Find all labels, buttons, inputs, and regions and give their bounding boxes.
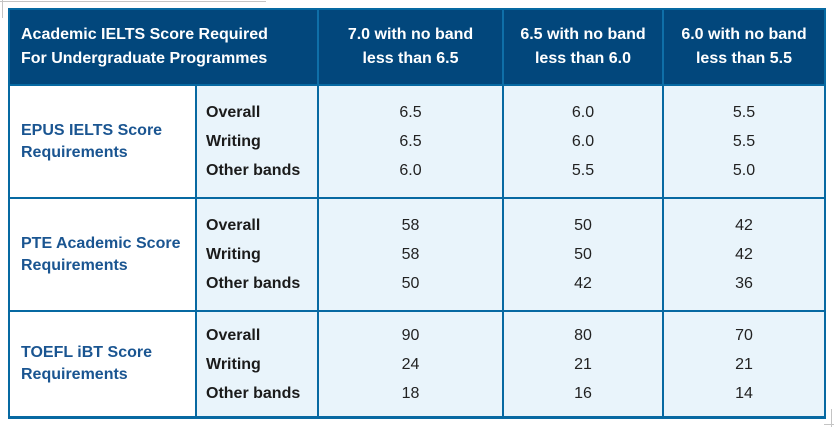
score-value: 42 [735,246,753,263]
metric-label-writing: Writing [206,355,261,373]
score-value: 24 [401,355,420,373]
row-label-toefl-ibt: TOEFL iBT Score Requirements [10,312,197,416]
metric-label-overall: Overall [206,217,261,234]
score-values-cell: 42 42 36 [664,199,824,312]
score-value: 90 [401,326,420,344]
column-header-7-0: 7.0 with no band less than 6.5 [319,10,504,86]
score-value: 58 [401,246,420,263]
metric-label-writing: Writing [206,133,261,150]
metric-label-other-bands: Other bands [206,275,301,292]
score-value: 6.5 [399,133,422,150]
score-value: 42 [735,217,753,234]
score-value: 6.0 [571,133,595,150]
score-values-cell: 90 24 18 [319,312,504,416]
score-value: 36 [735,275,753,292]
score-value: 21 [574,355,592,373]
score-value: 6.0 [399,162,422,179]
score-value: 6.0 [571,104,595,121]
score-values-cell: 80 21 16 [504,312,664,416]
score-values-cell: 70 21 14 [664,312,824,416]
table-title-line-2: For Undergraduate Programmes [21,50,268,67]
metric-labels-cell: Overall Writing Other bands [197,312,319,416]
score-value: 70 [735,326,753,344]
page-edge-line [824,424,834,425]
score-values-cell: 58 58 50 [319,199,504,312]
metric-labels-cell: Overall Writing Other bands [197,86,319,199]
score-values-cell: 50 50 42 [504,199,664,312]
score-value: 18 [401,384,420,402]
page-edge-line [831,409,832,427]
page-edge-line [2,0,3,18]
row-label-epus-ielts: EPUS IELTS Score Requirements [10,86,197,199]
score-value: 80 [574,326,592,344]
column-header-6-0: 6.0 with no band less than 5.5 [664,10,824,86]
metric-label-overall: Overall [206,326,261,344]
page-edge-line [0,1,266,2]
metric-label-other-bands: Other bands [206,162,301,179]
score-value: 5.5 [732,104,756,121]
score-value: 14 [735,384,753,402]
score-value: 50 [401,275,420,292]
ielts-score-requirements-table: Academic IELTS Score Required For Underg… [8,8,826,419]
score-value: 5.0 [732,162,756,179]
score-value: 58 [401,217,420,234]
metric-label-writing: Writing [206,246,261,263]
score-value: 5.5 [732,133,756,150]
table-title-line-1: Academic IELTS Score Required [21,26,268,43]
score-value: 5.5 [571,162,595,179]
score-value: 42 [574,275,592,292]
column-header-6-5: 6.5 with no band less than 6.0 [504,10,664,86]
score-value: 16 [574,384,592,402]
row-label-pte-academic: PTE Academic Score Requirements [10,199,197,312]
score-values-cell: 6.0 6.0 5.5 [504,86,664,199]
score-value: 50 [574,217,592,234]
metric-label-overall: Overall [206,104,261,121]
metric-labels-cell: Overall Writing Other bands [197,199,319,312]
score-values-cell: 5.5 5.5 5.0 [664,86,824,199]
score-value: 21 [735,355,753,373]
score-value: 6.5 [399,104,422,121]
metric-label-other-bands: Other bands [206,384,301,402]
table-title-cell: Academic IELTS Score Required For Underg… [10,10,319,86]
score-value: 50 [574,246,592,263]
score-values-cell: 6.5 6.5 6.0 [319,86,504,199]
